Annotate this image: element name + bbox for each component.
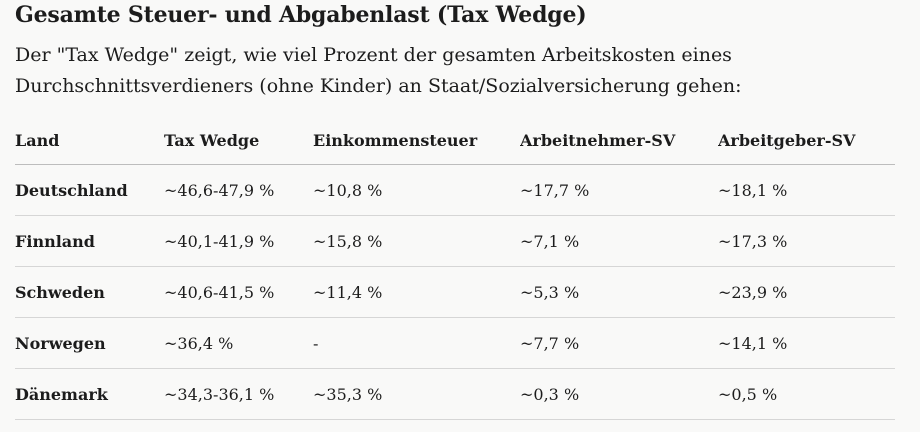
cell-tax-wedge: ~46,6-47,9 % (164, 164, 313, 216)
tax-wedge-table: Land Tax Wedge Einkommensteuer Arbeitneh… (15, 116, 895, 420)
intro-line-2: Durchschnittsverdieners (ohne Kinder) an… (15, 75, 742, 97)
cell-tax-wedge: ~34,3-36,1 % (164, 368, 313, 420)
cell-arbeitnehmer-sv: ~7,7 % (520, 317, 718, 369)
section-heading: Gesamte Steuer- und Abgabenlast (Tax Wed… (15, 2, 587, 28)
cell-arbeitgeber-sv: ~0,5 % (718, 368, 895, 420)
header-arbeitgeber-sv: Arbeitgeber-SV (718, 116, 895, 165)
header-land: Land (15, 116, 164, 165)
cell-tax-wedge: ~36,4 % (164, 317, 313, 369)
cell-einkommensteuer: ~15,8 % (313, 215, 520, 267)
intro-line-1: Der "Tax Wedge" zeigt, wie viel Prozent … (15, 44, 732, 66)
cell-arbeitgeber-sv: ~17,3 % (718, 215, 895, 267)
cell-arbeitgeber-sv: ~14,1 % (718, 317, 895, 369)
cell-land: Dänemark (15, 368, 164, 420)
cell-arbeitgeber-sv: ~23,9 % (718, 266, 895, 318)
cell-land: Deutschland (15, 164, 164, 216)
cell-arbeitnehmer-sv: ~5,3 % (520, 266, 718, 318)
header-einkommensteuer: Einkommensteuer (313, 116, 520, 165)
cell-tax-wedge: ~40,1-41,9 % (164, 215, 313, 267)
table-header: Land Tax Wedge Einkommensteuer Arbeitneh… (15, 116, 895, 165)
table-body: Deutschland ~46,6-47,9 % ~10,8 % ~17,7 %… (15, 164, 895, 420)
cell-einkommensteuer: ~11,4 % (313, 266, 520, 318)
table-row: Deutschland ~46,6-47,9 % ~10,8 % ~17,7 %… (15, 164, 895, 216)
header-tax-wedge: Tax Wedge (164, 116, 313, 165)
cell-einkommensteuer: ~35,3 % (313, 368, 520, 420)
table-row: Dänemark ~34,3-36,1 % ~35,3 % ~0,3 % ~0,… (15, 368, 895, 420)
table-row: Norwegen ~36,4 % - ~7,7 % ~14,1 % (15, 317, 895, 369)
header-arbeitnehmer-sv: Arbeitnehmer-SV (520, 116, 718, 165)
cell-arbeitnehmer-sv: ~7,1 % (520, 215, 718, 267)
header-row: Land Tax Wedge Einkommensteuer Arbeitneh… (15, 116, 895, 165)
cell-arbeitgeber-sv: ~18,1 % (718, 164, 895, 216)
intro-paragraph: Der "Tax Wedge" zeigt, wie viel Prozent … (15, 40, 895, 102)
cell-land: Finnland (15, 215, 164, 267)
cell-tax-wedge: ~40,6-41,5 % (164, 266, 313, 318)
cell-arbeitnehmer-sv: ~0,3 % (520, 368, 718, 420)
cell-einkommensteuer: ~10,8 % (313, 164, 520, 216)
cell-arbeitnehmer-sv: ~17,7 % (520, 164, 718, 216)
cell-land: Schweden (15, 266, 164, 318)
cell-land: Norwegen (15, 317, 164, 369)
table-row: Finnland ~40,1-41,9 % ~15,8 % ~7,1 % ~17… (15, 215, 895, 267)
cell-einkommensteuer: - (313, 317, 520, 369)
table-row: Schweden ~40,6-41,5 % ~11,4 % ~5,3 % ~23… (15, 266, 895, 318)
